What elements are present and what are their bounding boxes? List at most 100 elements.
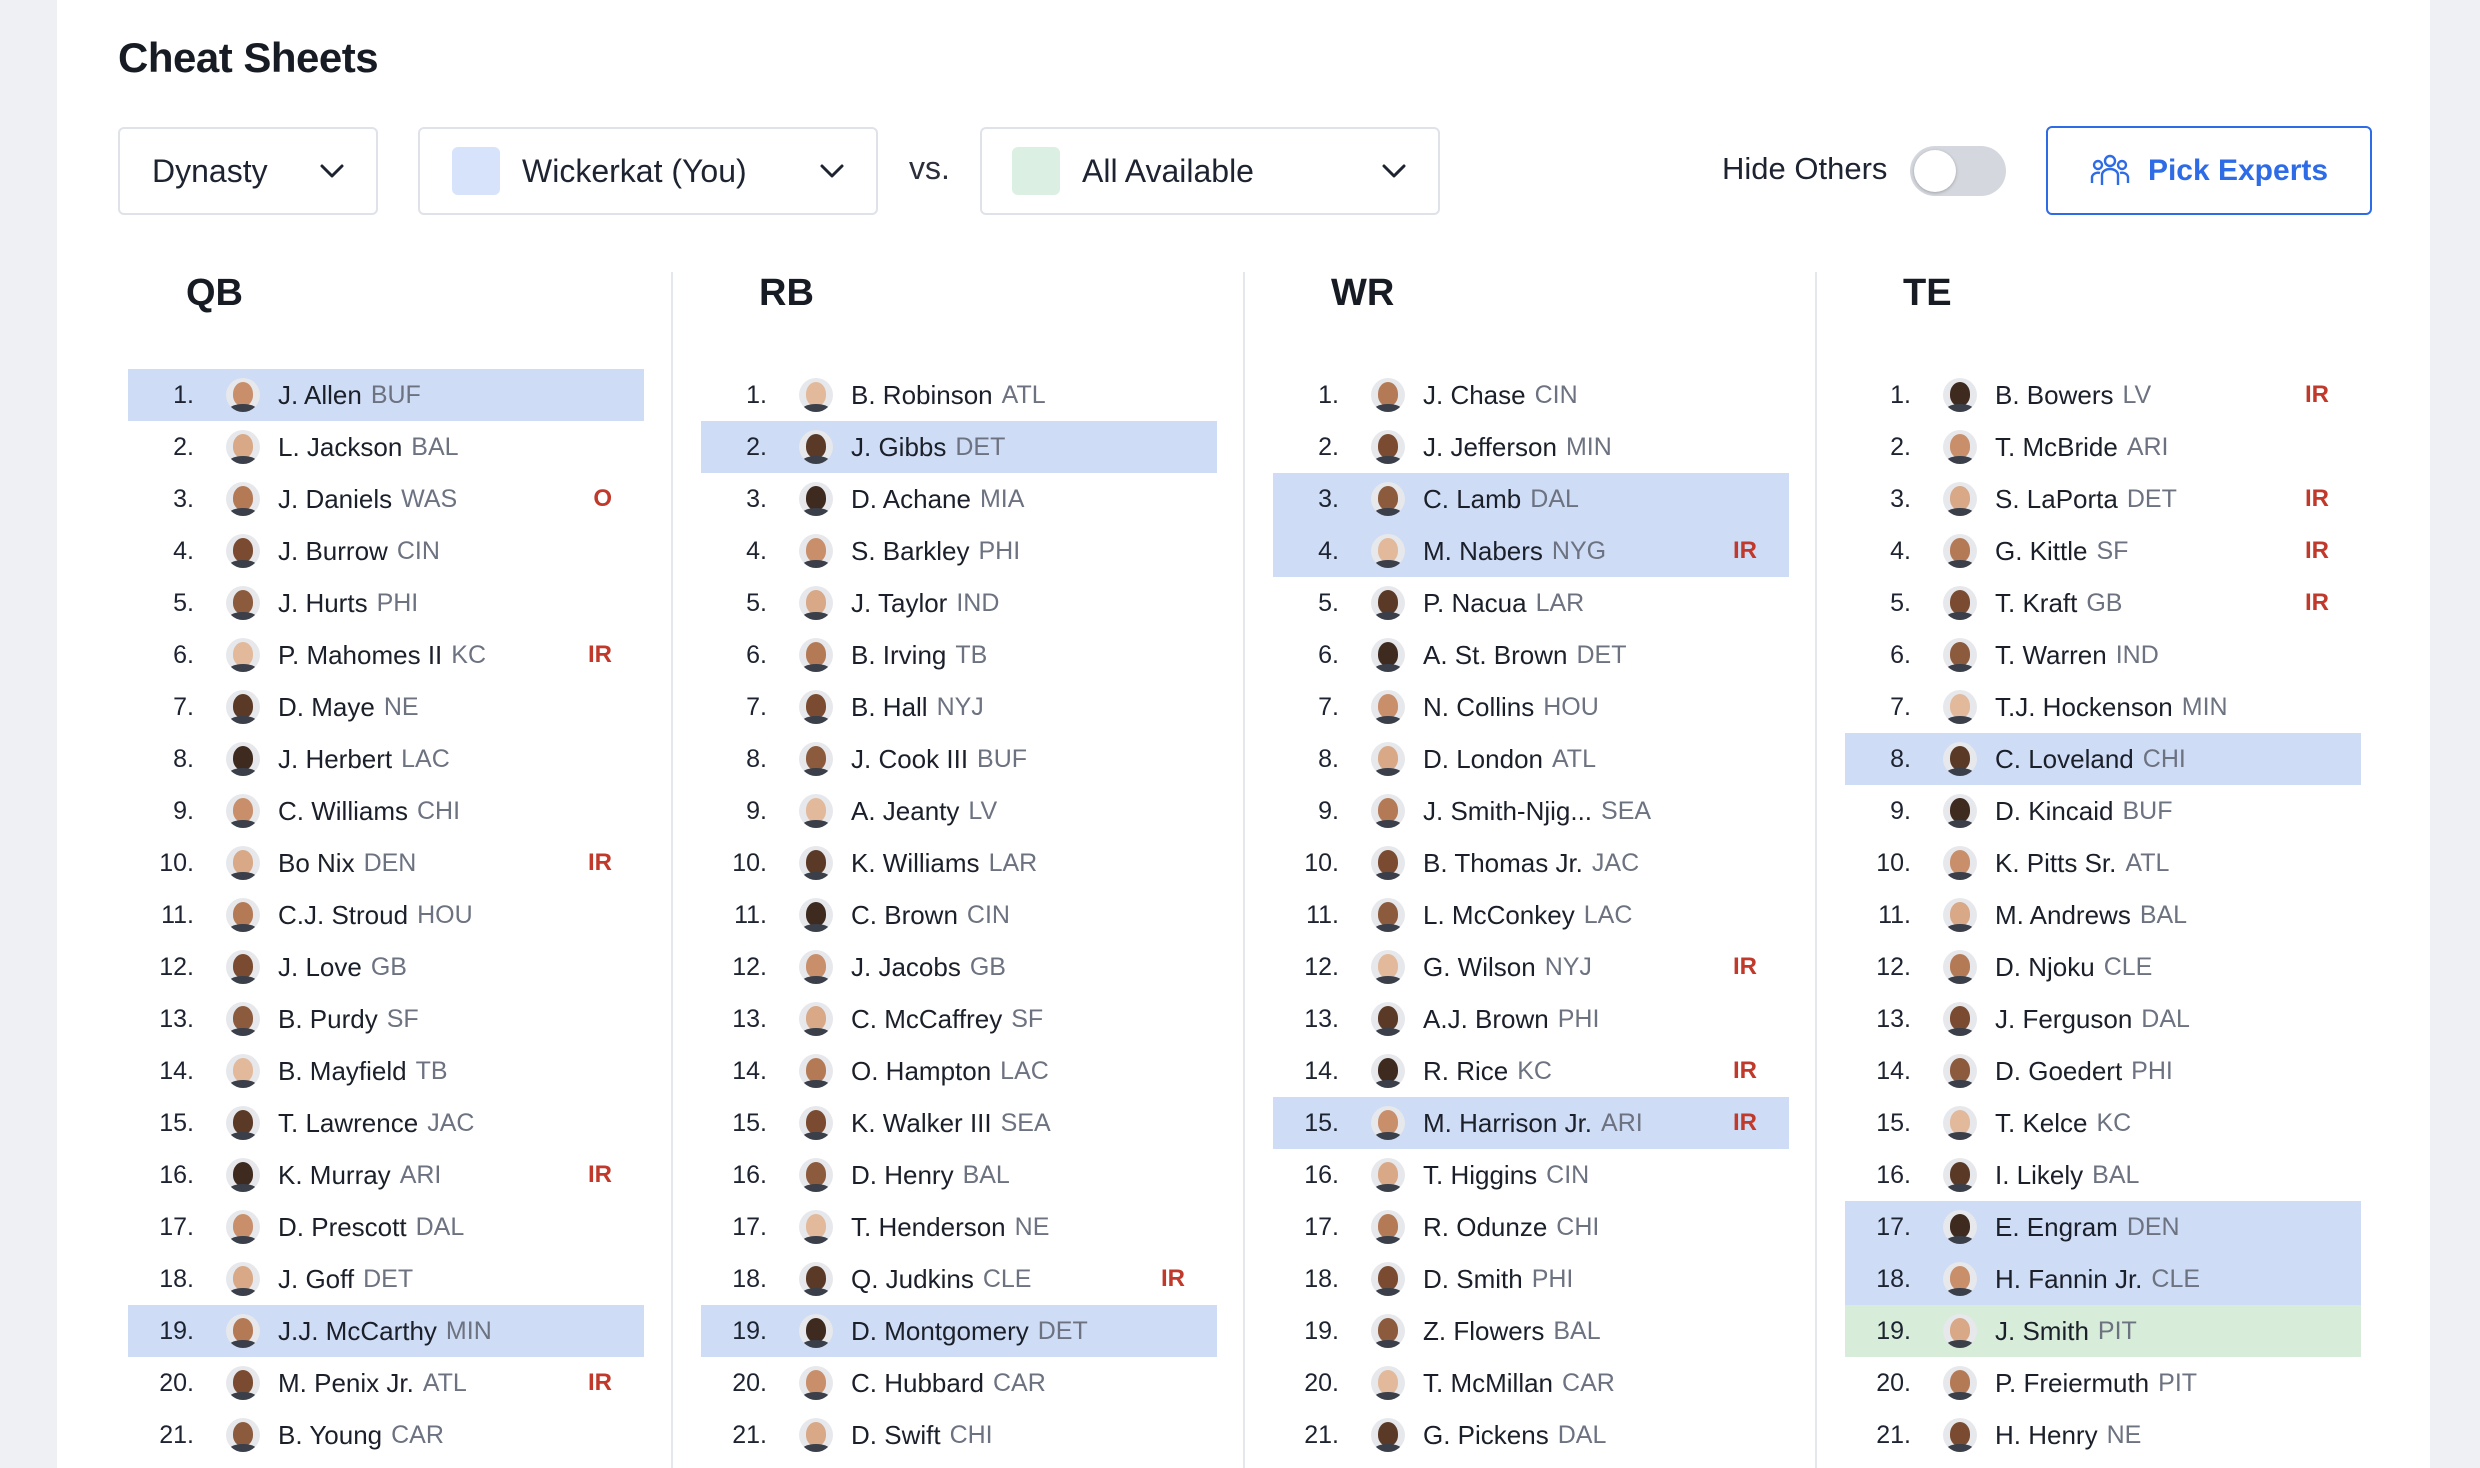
player-name[interactable]: B. Bowers — [1995, 379, 2114, 410]
player-name[interactable]: G. Wilson — [1423, 951, 1536, 982]
player-name[interactable]: B. Thomas Jr. — [1423, 847, 1583, 878]
player-name[interactable]: P. Mahomes II — [278, 639, 443, 670]
player-row[interactable]: 11. M. Andrews BAL — [1845, 889, 2361, 941]
player-row[interactable]: 5. J. Taylor IND — [701, 577, 1217, 629]
player-name[interactable]: K. Williams — [851, 847, 980, 878]
player-name[interactable]: T. Lawrence — [278, 1107, 419, 1138]
player-name[interactable]: M. Andrews — [1995, 899, 2131, 930]
player-row[interactable]: 2. L. Jackson BAL — [128, 421, 644, 473]
player-name[interactable]: R. Odunze — [1423, 1211, 1548, 1242]
player-name[interactable]: B. Young — [278, 1419, 383, 1450]
player-row[interactable]: 4. M. Nabers NYG IR — [1273, 525, 1789, 577]
player-row[interactable]: 18. H. Fannin Jr. CLE — [1845, 1253, 2361, 1305]
player-name[interactable]: S. LaPorta — [1995, 483, 2118, 514]
player-row[interactable]: 17. D. Prescott DAL — [128, 1201, 644, 1253]
player-row[interactable]: 7. T.J. Hockenson MIN — [1845, 681, 2361, 733]
player-row[interactable]: 9. J. Smith-Njig... SEA — [1273, 785, 1789, 837]
player-row[interactable]: 18. Q. Judkins CLE IR — [701, 1253, 1217, 1305]
player-row[interactable]: 11. C. Brown CIN — [701, 889, 1217, 941]
player-row[interactable]: 16. I. Likely BAL — [1845, 1149, 2361, 1201]
player-name[interactable]: B. Mayfield — [278, 1055, 407, 1086]
player-name[interactable]: K. Walker III — [851, 1107, 992, 1138]
player-name[interactable]: D. Njoku — [1995, 951, 2095, 982]
player-name[interactable]: A. St. Brown — [1423, 639, 1568, 670]
player-row[interactable]: 13. J. Ferguson DAL — [1845, 993, 2361, 1045]
player-name[interactable]: D. London — [1423, 743, 1543, 774]
player-row[interactable]: 15. T. Kelce KC — [1845, 1097, 2361, 1149]
pick-experts-button[interactable]: Pick Experts — [2046, 126, 2372, 215]
player-row[interactable]: 13. B. Purdy SF — [128, 993, 644, 1045]
player-row[interactable]: 6. B. Irving TB — [701, 629, 1217, 681]
player-row[interactable]: 16. T. Higgins CIN — [1273, 1149, 1789, 1201]
player-name[interactable]: C.J. Stroud — [278, 899, 409, 930]
player-row[interactable]: 21. B. Young CAR — [128, 1409, 644, 1461]
player-name[interactable]: C. Hubbard — [851, 1367, 984, 1398]
player-name[interactable]: J. Ferguson — [1995, 1003, 2133, 1034]
player-name[interactable]: Z. Flowers — [1423, 1315, 1545, 1346]
player-row[interactable]: 12. D. Njoku CLE — [1845, 941, 2361, 993]
player-name[interactable]: C. Lamb — [1423, 483, 1522, 514]
player-name[interactable]: B. Irving — [851, 639, 947, 670]
player-row[interactable]: 3. S. LaPorta DET IR — [1845, 473, 2361, 525]
player-name[interactable]: A. Jeanty — [851, 795, 960, 826]
player-row[interactable]: 21. G. Pickens DAL — [1273, 1409, 1789, 1461]
player-name[interactable]: H. Henry — [1995, 1419, 2098, 1450]
player-row[interactable]: 15. K. Walker III SEA — [701, 1097, 1217, 1149]
player-row[interactable]: 20. C. Hubbard CAR — [701, 1357, 1217, 1409]
player-row[interactable]: 18. J. Goff DET — [128, 1253, 644, 1305]
player-row[interactable]: 17. R. Odunze CHI — [1273, 1201, 1789, 1253]
player-name[interactable]: C. McCaffrey — [851, 1003, 1003, 1034]
player-name[interactable]: J. Hurts — [278, 587, 368, 618]
player-row[interactable]: 19. D. Montgomery DET — [701, 1305, 1217, 1357]
player-row[interactable]: 14. D. Goedert PHI — [1845, 1045, 2361, 1097]
player-name[interactable]: T. Warren — [1995, 639, 2107, 670]
player-row[interactable]: 1. B. Bowers LV IR — [1845, 369, 2361, 421]
player-row[interactable]: 12. G. Wilson NYJ IR — [1273, 941, 1789, 993]
player-row[interactable]: 20. P. Freiermuth PIT — [1845, 1357, 2361, 1409]
player-row[interactable]: 9. A. Jeanty LV — [701, 785, 1217, 837]
player-name[interactable]: M. Nabers — [1423, 535, 1543, 566]
player-name[interactable]: P. Nacua — [1423, 587, 1527, 618]
player-row[interactable]: 1. J. Chase CIN — [1273, 369, 1789, 421]
player-row[interactable]: 3. D. Achane MIA — [701, 473, 1217, 525]
player-name[interactable]: J. Gibbs — [851, 431, 947, 462]
player-name[interactable]: J. Jacobs — [851, 951, 961, 982]
player-row[interactable]: 14. B. Mayfield TB — [128, 1045, 644, 1097]
player-row[interactable]: 2. J. Gibbs DET — [701, 421, 1217, 473]
player-row[interactable]: 9. C. Williams CHI — [128, 785, 644, 837]
player-row[interactable]: 13. A.J. Brown PHI — [1273, 993, 1789, 1045]
player-name[interactable]: D. Swift — [851, 1419, 941, 1450]
player-name[interactable]: D. Goedert — [1995, 1055, 2123, 1086]
player-name[interactable]: T. McBride — [1995, 431, 2118, 462]
player-row[interactable]: 7. D. Maye NE — [128, 681, 644, 733]
player-name[interactable]: Bo Nix — [278, 847, 355, 878]
player-name[interactable]: J. Daniels — [278, 483, 393, 514]
player-name[interactable]: D. Kincaid — [1995, 795, 2114, 826]
player-row[interactable]: 1. B. Robinson ATL — [701, 369, 1217, 421]
player-name[interactable]: J. Allen — [278, 379, 362, 410]
player-name[interactable]: G. Kittle — [1995, 535, 2088, 566]
team-dropdown[interactable]: Wickerkat (You) — [418, 127, 878, 215]
player-name[interactable]: B. Purdy — [278, 1003, 378, 1034]
player-name[interactable]: J. Love — [278, 951, 362, 982]
player-name[interactable]: N. Collins — [1423, 691, 1535, 722]
hide-others-toggle[interactable] — [1910, 146, 2006, 196]
player-name[interactable]: T.J. Hockenson — [1995, 691, 2173, 722]
player-row[interactable]: 19. J.J. McCarthy MIN — [128, 1305, 644, 1357]
player-row[interactable]: 19. J. Smith PIT — [1845, 1305, 2361, 1357]
player-name[interactable]: L. Jackson — [278, 431, 403, 462]
player-row[interactable]: 15. T. Lawrence JAC — [128, 1097, 644, 1149]
player-row[interactable]: 17. T. Henderson NE — [701, 1201, 1217, 1253]
player-name[interactable]: G. Pickens — [1423, 1419, 1549, 1450]
player-row[interactable]: 20. T. McMillan CAR — [1273, 1357, 1789, 1409]
player-row[interactable]: 7. N. Collins HOU — [1273, 681, 1789, 733]
player-row[interactable]: 5. J. Hurts PHI — [128, 577, 644, 629]
player-name[interactable]: L. McConkey — [1423, 899, 1575, 930]
player-name[interactable]: D. Prescott — [278, 1211, 407, 1242]
player-name[interactable]: K. Murray — [278, 1159, 391, 1190]
player-name[interactable]: J. Taylor — [851, 587, 948, 618]
player-name[interactable]: D. Smith — [1423, 1263, 1523, 1294]
player-row[interactable]: 12. J. Jacobs GB — [701, 941, 1217, 993]
player-name[interactable]: C. Brown — [851, 899, 958, 930]
player-row[interactable]: 7. B. Hall NYJ — [701, 681, 1217, 733]
